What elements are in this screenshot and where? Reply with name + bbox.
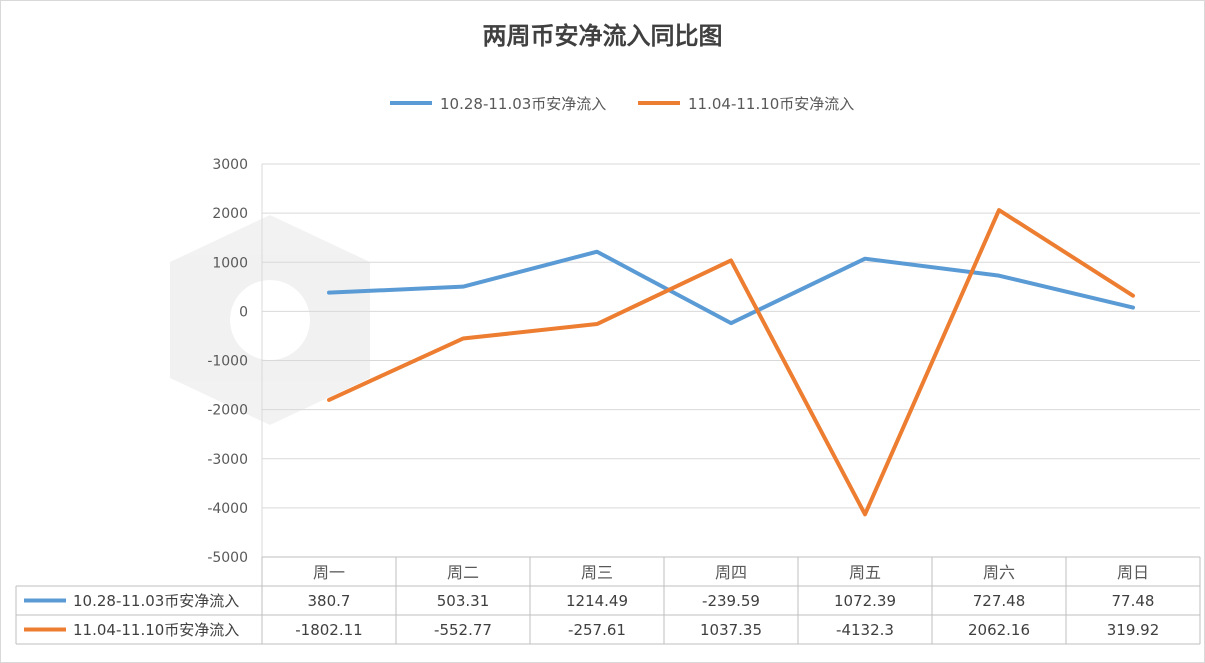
series-lines — [327, 208, 1135, 517]
data-label: 1037.35 — [700, 621, 762, 639]
y-tick-label: -3000 — [207, 452, 248, 468]
y-tick-label: -4000 — [207, 501, 248, 517]
table-series-name: 10.28-11.03币安净流入 — [73, 592, 239, 610]
data-label: -1802.11 — [295, 621, 362, 639]
series-line — [327, 249, 1135, 326]
y-axis: 3000 2000 1000 0 -1000 -2000 -3000 -4000 -5000 — [207, 157, 248, 566]
y-tick-label: -2000 — [207, 403, 248, 419]
data-label: 2062.16 — [968, 621, 1030, 639]
data-label: 380.7 — [308, 592, 351, 610]
data-label: 503.31 — [437, 592, 490, 610]
y-tick-label: 1000 — [212, 255, 248, 271]
grid-lines — [261, 163, 1200, 558]
data-label: 77.48 — [1112, 592, 1155, 610]
data-label: -4132.3 — [836, 621, 894, 639]
legend-label: 10.28-11.03币安净流入 — [440, 95, 606, 113]
data-label: -552.77 — [434, 621, 492, 639]
y-tick-label: 2000 — [212, 206, 248, 222]
y-tick-label: 3000 — [212, 157, 248, 173]
y-tick-label: -1000 — [207, 354, 248, 370]
table-series-name: 11.04-11.10币安净流入 — [73, 621, 239, 639]
x-tick-label: 周六 — [983, 563, 1015, 582]
data-label: 319.92 — [1107, 621, 1160, 639]
legend-label: 11.04-11.10币安净流入 — [688, 95, 854, 113]
chart-title: 两周币安净流入同比图 — [482, 21, 723, 50]
y-tick-label: 0 — [239, 304, 248, 320]
data-label: -257.61 — [568, 621, 626, 639]
watermark-icon — [170, 215, 370, 425]
data-label: 1214.49 — [566, 592, 628, 610]
x-tick-label: 周二 — [447, 563, 479, 582]
x-tick-label: 周日 — [1117, 563, 1149, 582]
x-tick-label: 周三 — [581, 563, 613, 582]
data-label: 727.48 — [973, 592, 1026, 610]
x-tick-label: 周四 — [715, 563, 747, 582]
data-table: 周一 周二 周三 周四 周五 周六 周日 10.28-11.03币安净流入 380.7 503.3… — [15, 556, 1201, 645]
x-tick-label: 周五 — [849, 563, 881, 582]
data-label: -239.59 — [702, 592, 760, 610]
data-label: 1072.39 — [834, 592, 896, 610]
x-tick-label: 周一 — [313, 563, 345, 582]
y-tick-label: -5000 — [207, 550, 248, 566]
legend: 10.28-11.03币安净流入 11.04-11.10币安净流入 — [390, 95, 854, 113]
series-line — [327, 208, 1135, 517]
